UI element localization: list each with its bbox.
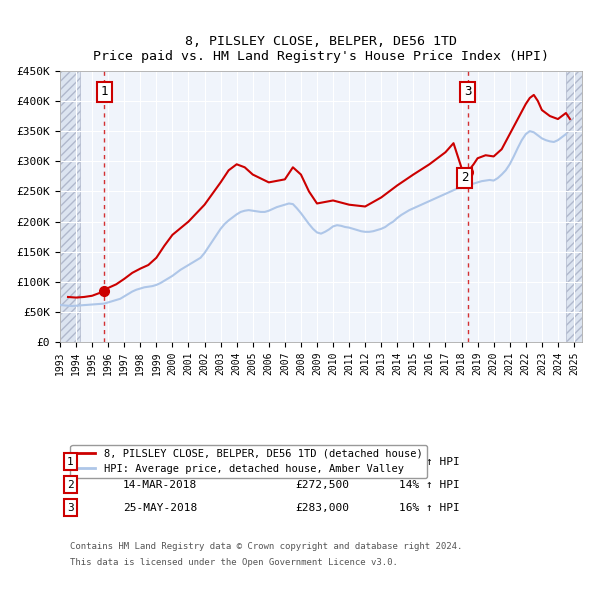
Text: 3: 3 [464,86,472,99]
8, PILSLEY CLOSE, BELPER, DE56 1TD (detached house) [442,149,449,156]
8, PILSLEY CLOSE, BELPER, DE56 1TD (detached house) [80,293,88,300]
Text: 42% ↑ HPI: 42% ↑ HPI [400,457,460,467]
Text: 1: 1 [67,457,74,467]
Text: 14% ↑ HPI: 14% ↑ HPI [400,480,460,490]
Text: £272,500: £272,500 [295,480,349,490]
8, PILSLEY CLOSE, BELPER, DE56 1TD (detached house) [64,293,71,300]
Text: Contains HM Land Registry data © Crown copyright and database right 2024.: Contains HM Land Registry data © Crown c… [70,542,463,550]
Text: 14-MAR-2018: 14-MAR-2018 [122,480,197,490]
Title: 8, PILSLEY CLOSE, BELPER, DE56 1TD
Price paid vs. HM Land Registry's House Price: 8, PILSLEY CLOSE, BELPER, DE56 1TD Price… [93,35,549,63]
HPI: Average price, detached house, Amber Valley: (2.01e+03, 1.83e+05): Average price, detached house, Amber Val… [362,228,369,235]
8, PILSLEY CLOSE, BELPER, DE56 1TD (detached house) [530,91,538,99]
Text: 2: 2 [67,480,74,490]
Bar [566,71,582,342]
HPI: Average price, detached house, Amber Valley: (2.02e+03, 3.45e+05): Average price, detached house, Amber Val… [562,130,569,137]
Text: £283,000: £283,000 [295,503,349,513]
Text: 16% ↑ HPI: 16% ↑ HPI [400,503,460,513]
HPI: Average price, detached house, Amber Valley: (2.02e+03, 3.43e+05): Average price, detached house, Amber Val… [534,132,541,139]
HPI: Average price, detached house, Amber Valley: (1.99e+03, 6.2e+04): Average price, detached house, Amber Val… [56,301,64,309]
Text: 29-SEP-1995: 29-SEP-1995 [122,457,197,467]
HPI: Average price, detached house, Amber Valley: (2.02e+03, 2.69e+05): Average price, detached house, Amber Val… [486,176,493,183]
Text: 3: 3 [67,503,74,513]
HPI: Average price, detached house, Amber Valley: (1.99e+03, 6.2e+04): Average price, detached house, Amber Val… [85,301,92,309]
8, PILSLEY CLOSE, BELPER, DE56 1TD (detached house) [498,146,505,153]
HPI: Average price, detached house, Amber Valley: (1.99e+03, 6e+04): Average price, detached house, Amber Val… [68,303,76,310]
HPI: Average price, detached house, Amber Valley: (2.02e+03, 3.5e+05): Average price, detached house, Amber Val… [526,127,533,135]
8, PILSLEY CLOSE, BELPER, DE56 1TD (detached house) [566,116,574,123]
Text: 2: 2 [461,171,469,184]
Text: This data is licensed under the Open Government Licence v3.0.: This data is licensed under the Open Gov… [70,558,398,567]
HPI: Average price, detached house, Amber Valley: (2.01e+03, 1.91e+05): Average price, detached house, Amber Val… [382,224,389,231]
Text: £85,000: £85,000 [295,457,342,467]
8, PILSLEY CLOSE, BELPER, DE56 1TD (detached house) [249,171,256,178]
Bar [60,71,80,342]
8, PILSLEY CLOSE, BELPER, DE56 1TD (detached house) [394,182,401,189]
8, PILSLEY CLOSE, BELPER, DE56 1TD (detached house) [73,294,80,301]
Text: 25-MAY-2018: 25-MAY-2018 [122,503,197,513]
8, PILSLEY CLOSE, BELPER, DE56 1TD (detached house) [461,174,469,181]
Text: 1: 1 [100,86,108,99]
Legend: 8, PILSLEY CLOSE, BELPER, DE56 1TD (detached house), HPI: Average price, detache: 8, PILSLEY CLOSE, BELPER, DE56 1TD (deta… [70,445,427,478]
Line: 8, PILSLEY CLOSE, BELPER, DE56 1TD (detached house): 8, PILSLEY CLOSE, BELPER, DE56 1TD (deta… [68,95,570,297]
Line: HPI: Average price, detached house, Amber Valley: HPI: Average price, detached house, Ambe… [60,131,566,306]
HPI: Average price, detached house, Amber Valley: (2.01e+03, 1.86e+05): Average price, detached house, Amber Val… [353,227,361,234]
